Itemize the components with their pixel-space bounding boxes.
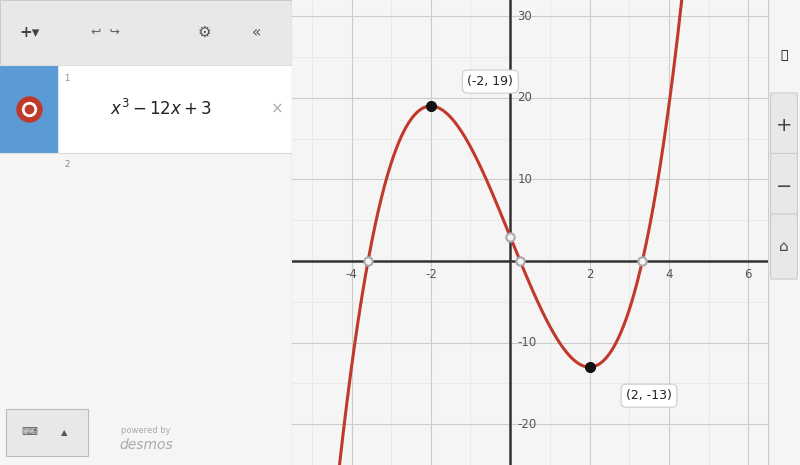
Text: -10: -10 [518,336,537,349]
Text: powered by: powered by [121,425,171,435]
Text: +: + [776,116,792,135]
FancyBboxPatch shape [770,153,798,219]
Text: (-2, 19): (-2, 19) [467,75,514,88]
Text: 20: 20 [518,92,532,105]
Text: 🔧: 🔧 [780,49,788,62]
Text: ⚙: ⚙ [198,25,211,40]
Text: ↩  ↪: ↩ ↪ [90,26,120,39]
Text: ⌨: ⌨ [22,427,38,438]
FancyBboxPatch shape [770,93,798,158]
Bar [0,0,292,65]
Text: 1: 1 [64,74,70,83]
Text: 2: 2 [586,268,594,281]
Text: ⌂: ⌂ [779,239,789,254]
Text: +▾: +▾ [19,25,39,40]
Bar [6,409,88,456]
Text: -2: -2 [425,268,437,281]
Text: 6: 6 [745,268,752,281]
Text: ▲: ▲ [61,428,67,437]
Text: $x^3 - 12x + 3$: $x^3 - 12x + 3$ [110,99,212,120]
Text: ×: × [271,102,284,117]
Text: −: − [776,177,792,195]
Bar [0,65,58,153]
Text: -20: -20 [518,418,537,431]
Text: 2: 2 [64,160,70,169]
Text: 10: 10 [518,173,532,186]
Text: (2, -13): (2, -13) [626,389,672,402]
Text: «: « [252,25,262,40]
Text: -4: -4 [346,268,358,281]
FancyBboxPatch shape [770,214,798,279]
Text: 4: 4 [665,268,673,281]
Text: desmos: desmos [119,438,173,452]
Text: 30: 30 [518,10,532,23]
Bar [58,65,292,153]
